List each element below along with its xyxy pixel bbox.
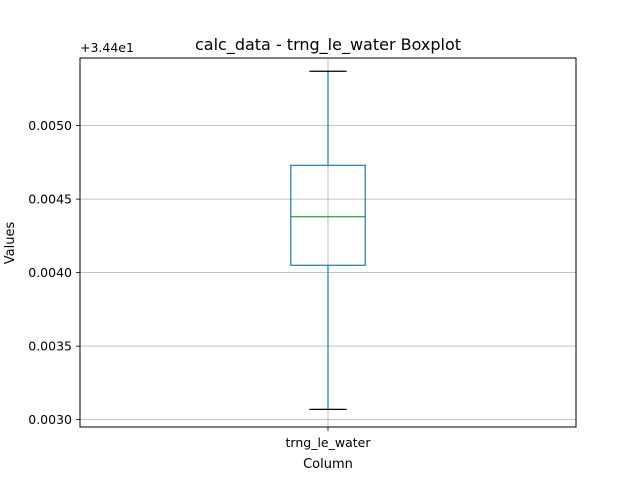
y-axis-label: Values bbox=[3, 222, 18, 265]
box-group bbox=[290, 70, 366, 410]
box-iqr bbox=[290, 164, 366, 266]
y-tick-label: 0.0035 bbox=[28, 339, 72, 354]
chart-title: calc_data - trng_le_water Boxplot bbox=[195, 35, 461, 55]
x-axis-label: Column bbox=[303, 457, 353, 472]
y-offset-label: +3.44e1 bbox=[80, 40, 134, 55]
y-tick-label: 0.0040 bbox=[28, 265, 72, 280]
y-tick-label: 0.0050 bbox=[28, 118, 72, 133]
y-tick-label: 0.0030 bbox=[28, 412, 72, 427]
x-axis-ticks: trng_le_water bbox=[286, 427, 372, 450]
y-axis-ticks: 0.0030 0.0035 0.0040 0.0045 0.0050 bbox=[28, 118, 80, 427]
y-tick-label: 0.0045 bbox=[28, 192, 72, 207]
x-tick-label: trng_le_water bbox=[286, 435, 372, 450]
